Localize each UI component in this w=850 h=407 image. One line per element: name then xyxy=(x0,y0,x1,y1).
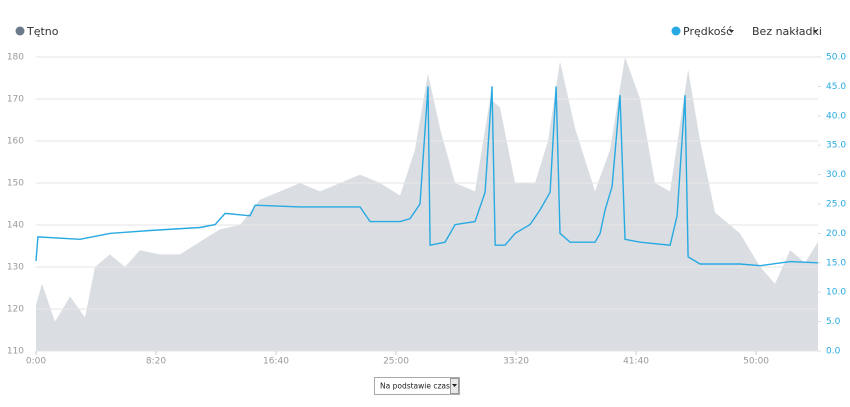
y-tick-label: 130 xyxy=(7,263,24,273)
legend-dot xyxy=(671,26,681,36)
y2-tick-label: 10.0 xyxy=(826,288,846,298)
legend-label[interactable]: Tętno xyxy=(26,25,59,38)
y2-tick-label: 0.0 xyxy=(826,347,841,357)
y2-tick-label: 50.0 xyxy=(826,53,846,63)
legend-label[interactable]: Prędkość xyxy=(683,25,732,38)
y-tick-label: 160 xyxy=(7,137,24,147)
select-arrow xyxy=(452,384,457,387)
x-tick-label: 50:00 xyxy=(743,357,769,367)
y2-tick-label: 40.0 xyxy=(826,111,846,121)
x-tick-label: 8:20 xyxy=(146,357,166,367)
y2-tick-label: 5.0 xyxy=(826,317,841,327)
overlay-select[interactable]: Bez nakładki xyxy=(752,25,822,38)
y-tick-label: 180 xyxy=(7,53,24,63)
y2-tick-label: 15.0 xyxy=(826,258,846,268)
x-tick-label: 0:00 xyxy=(26,357,46,367)
y2-tick-label: 20.0 xyxy=(826,229,846,239)
x-tick-label: 16:40 xyxy=(263,357,289,367)
y-tick-label: 170 xyxy=(7,95,24,105)
x-tick-label: 41:40 xyxy=(623,357,649,367)
line xyxy=(35,86,819,267)
x-tick-label: 33:20 xyxy=(503,357,529,367)
y2-tick-label: 30.0 xyxy=(826,170,846,180)
x-tick-label: 25:00 xyxy=(383,357,409,367)
y-tick-label: 110 xyxy=(7,347,24,357)
basis-select-label: Na podstawie czasu xyxy=(380,382,455,391)
dropdown-caret[interactable] xyxy=(729,30,734,33)
y2-tick-label: 25.0 xyxy=(826,200,846,210)
y-tick-label: 140 xyxy=(7,221,24,231)
y-tick-label: 120 xyxy=(7,305,24,315)
dropdown-caret[interactable] xyxy=(813,30,818,33)
area xyxy=(36,57,818,351)
legend-dot xyxy=(15,26,25,36)
y-tick-label: 150 xyxy=(7,179,24,189)
basis-select[interactable] xyxy=(374,377,460,395)
y2-tick-label: 35.0 xyxy=(826,141,846,151)
y2-tick-label: 45.0 xyxy=(826,82,846,92)
